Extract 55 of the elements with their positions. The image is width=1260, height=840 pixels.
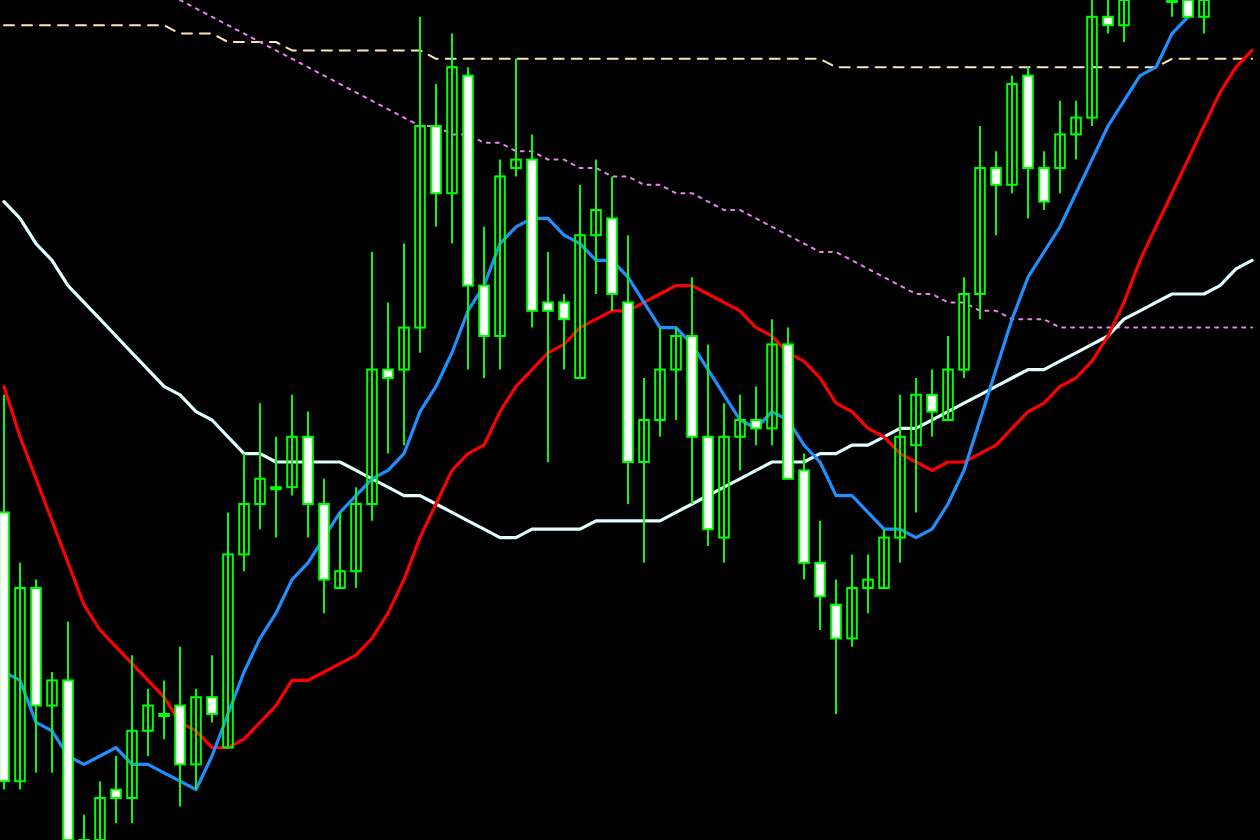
candlestick <box>398 242 410 447</box>
candlestick <box>542 251 554 463</box>
candlestick <box>414 15 426 354</box>
candlestick <box>494 158 506 371</box>
candlestick <box>1070 99 1082 161</box>
candlestick <box>750 385 762 447</box>
candlestick <box>334 511 346 589</box>
candlestick <box>814 519 826 631</box>
candlestick <box>734 393 746 472</box>
candlestick <box>942 335 954 421</box>
candlestick <box>830 578 842 715</box>
candlestick <box>126 654 138 825</box>
candlestick <box>846 553 858 648</box>
candlestick <box>510 57 522 178</box>
candlestick <box>190 687 202 791</box>
candlestick <box>1102 0 1114 35</box>
candlestick <box>1086 0 1098 127</box>
candlestick <box>222 511 234 749</box>
candlestick <box>574 183 586 379</box>
candlestick <box>1006 74 1018 195</box>
candlestick <box>894 393 906 564</box>
candlestick <box>1054 99 1066 195</box>
candlestick <box>142 687 154 757</box>
candlestick <box>1038 150 1050 211</box>
candlestick <box>1118 0 1130 43</box>
candlestick <box>862 553 874 615</box>
candlestick <box>910 377 922 514</box>
candlestick <box>558 293 570 371</box>
candlestick <box>270 435 282 539</box>
candlestick <box>366 251 378 522</box>
candlestick <box>78 813 90 840</box>
candlestick <box>670 326 682 421</box>
candlestick <box>766 318 778 447</box>
candlestick <box>590 158 602 295</box>
candlestick <box>654 326 666 438</box>
candlestick <box>254 402 266 531</box>
candlestick <box>446 32 458 245</box>
candlestick <box>238 452 250 573</box>
candlestick <box>638 377 650 564</box>
candlestick <box>718 402 730 564</box>
candlestick <box>46 671 58 774</box>
candlestick <box>878 528 890 589</box>
candlestick <box>110 755 122 825</box>
candlestick <box>382 301 394 455</box>
candlestick <box>1198 0 1210 35</box>
candlestick <box>286 393 298 497</box>
candlestick <box>94 780 106 840</box>
candlestick <box>958 276 970 379</box>
candlestick <box>158 679 170 741</box>
candlestick <box>14 561 26 791</box>
candlestick <box>350 486 362 589</box>
candlestick <box>974 125 986 321</box>
candlestick <box>990 150 1002 237</box>
candlestick <box>206 654 218 724</box>
candlestick <box>926 368 938 438</box>
